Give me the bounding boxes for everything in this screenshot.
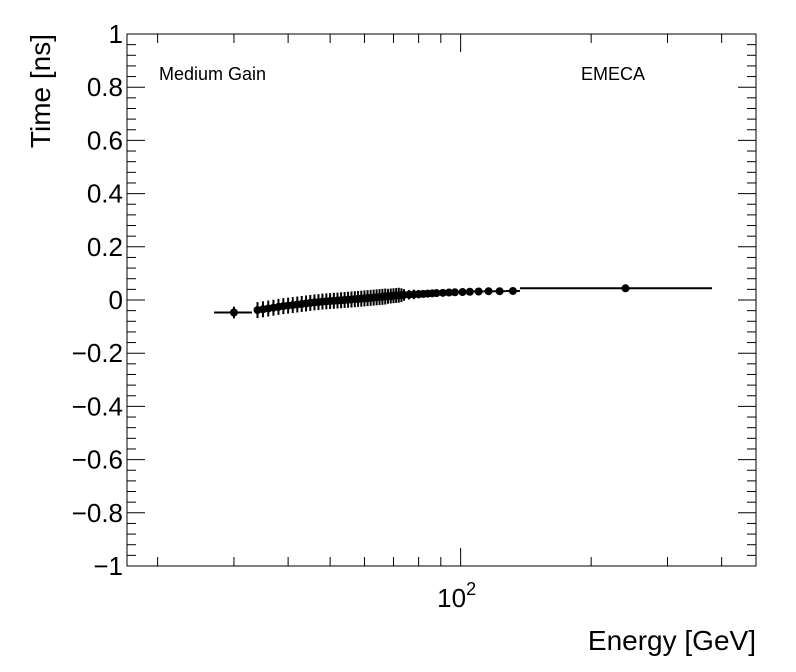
data-point [438, 288, 447, 297]
y-tick-label: −0.8 [72, 498, 123, 528]
annotation-gain: Medium Gain [159, 64, 266, 84]
y-tick-label: −1 [93, 551, 123, 581]
y-tick-label: 0 [109, 285, 123, 315]
point-marker [458, 288, 467, 297]
y-tick-label: −0.4 [72, 391, 123, 421]
y-tick-label: 0.2 [87, 232, 123, 262]
data-point [458, 288, 467, 297]
x-tick-labels: 102 [437, 579, 476, 613]
y-tick-label: −0.2 [72, 338, 123, 368]
data-point [483, 287, 494, 296]
y-axis-title: Time [ns] [25, 34, 56, 148]
point-marker [495, 287, 504, 296]
data-series [214, 284, 713, 319]
point-marker [508, 286, 517, 295]
x-tick-label: 102 [437, 579, 476, 613]
data-point [473, 287, 484, 296]
x-axis-title: Energy [GeV] [588, 625, 756, 656]
annotation-region: EMECA [581, 64, 645, 84]
y-tick-label: 1 [109, 19, 123, 49]
y-tick-label: 0.6 [87, 125, 123, 155]
data-point [465, 287, 474, 296]
data-point [432, 289, 441, 298]
point-marker [432, 289, 441, 298]
point-marker [444, 288, 453, 297]
data-point [519, 284, 713, 293]
data-point [493, 287, 506, 296]
data-point [505, 286, 520, 295]
point-marker [465, 287, 474, 296]
point-marker [474, 287, 483, 296]
y-tick-label: 0.8 [87, 72, 123, 102]
data-point [214, 306, 252, 319]
y-tick-label: 0.4 [87, 179, 123, 209]
point-marker [621, 284, 630, 293]
point-marker [229, 308, 238, 317]
data-point [450, 288, 459, 297]
point-marker [438, 288, 447, 297]
ticks-layer [127, 33, 756, 567]
y-tick-label: −0.6 [72, 445, 123, 475]
point-marker [484, 287, 493, 296]
point-marker [450, 288, 459, 297]
y-tick-labels: 1 0.8 0.6 0.4 0.2 0 −0.2 −0.4 −0.6 −0.8 −1 [72, 19, 123, 581]
